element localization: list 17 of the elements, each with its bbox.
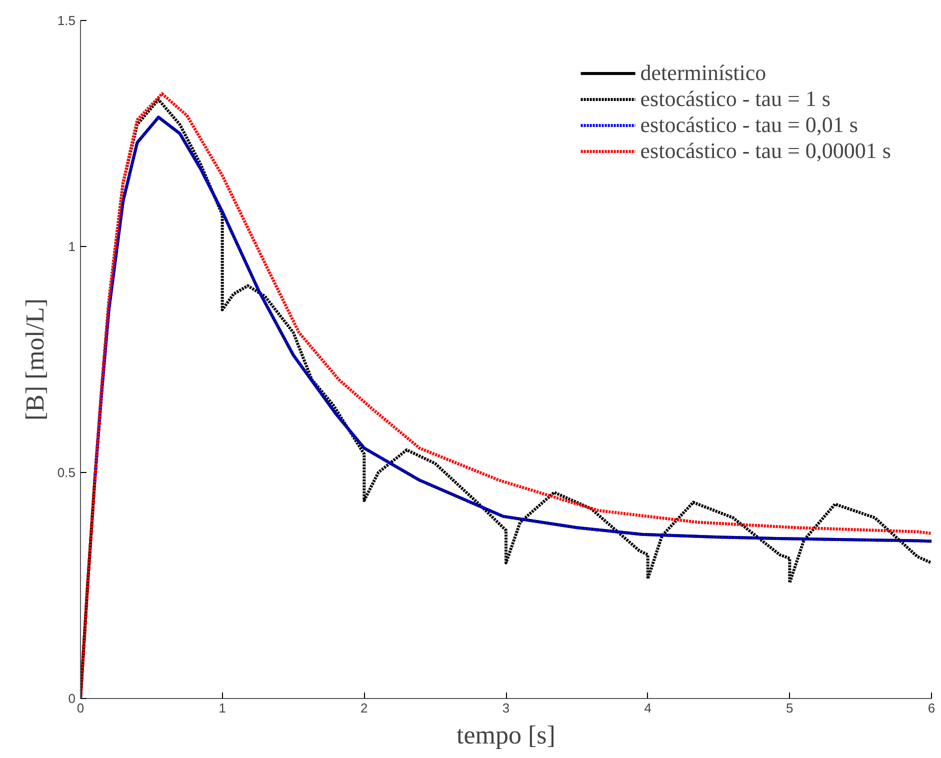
legend-label: estocástico - tau = 0,00001 s [640, 138, 891, 164]
y-tick-label: 1 [68, 239, 76, 254]
legend-label: determinístico [640, 60, 766, 86]
legend-label: estocástico - tau = 0,01 s [640, 112, 858, 138]
y-tick-label: 0.5 [57, 465, 76, 480]
x-tick-label: 4 [644, 700, 652, 716]
legend-label: estocástico - tau = 1 s [640, 86, 830, 112]
y-tick-label: 0 [68, 691, 76, 706]
x-tick-label: 1 [218, 700, 226, 716]
y-tick-label: 1.5 [57, 13, 76, 28]
x-tick-label: 6 [928, 700, 936, 716]
x-tick-label: 5 [786, 700, 794, 716]
line-series [93, 116, 932, 543]
y-axis-title: [B] [mol/L] [20, 298, 50, 421]
x-tick-label: 2 [360, 700, 368, 716]
x-axis-title: tempo [s] [456, 720, 556, 750]
x-tick-label: 3 [502, 700, 510, 716]
